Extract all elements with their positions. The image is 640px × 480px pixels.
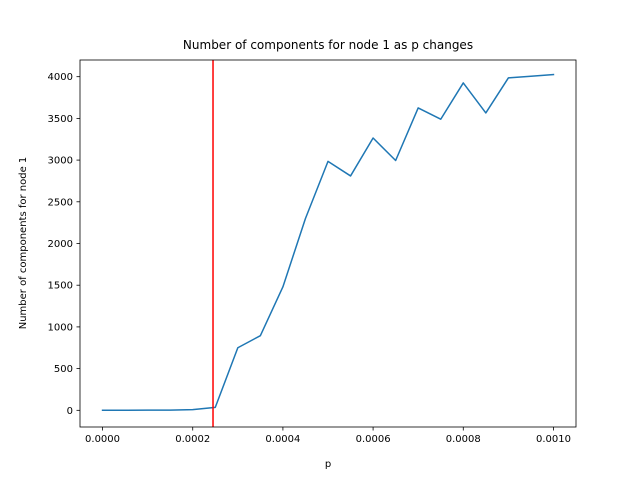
y-tick-label: 3000 bbox=[48, 156, 73, 167]
x-axis-label: p bbox=[325, 459, 331, 470]
y-tick-label: 2500 bbox=[48, 197, 73, 208]
x-tick-label: 0.0004 bbox=[265, 434, 300, 445]
axes: 0.0000 0.0002 0.0004 0.0006 0.0008 0.0010 0 500… bbox=[48, 59, 577, 445]
y-tick-label: 1000 bbox=[48, 322, 73, 333]
x-tick-label: 0.0010 bbox=[536, 434, 571, 445]
x-tick-label: 0.0002 bbox=[175, 434, 210, 445]
y-tick-label: 1500 bbox=[48, 281, 73, 292]
y-tick-label: 3500 bbox=[48, 114, 73, 125]
x-tick-label: 0.0008 bbox=[446, 434, 481, 445]
y-tick-label: 500 bbox=[54, 364, 73, 375]
x-tick-label: 0.0000 bbox=[85, 434, 120, 445]
y-tick-label: 2000 bbox=[48, 239, 73, 250]
plot-area bbox=[101, 60, 555, 427]
y-tick-label: 4000 bbox=[48, 72, 73, 83]
y-tick-label: 0 bbox=[67, 406, 73, 417]
series-line-0 bbox=[101, 73, 555, 411]
chart-title: Number of components for node 1 as p cha… bbox=[183, 38, 473, 52]
x-tick-label: 0.0006 bbox=[356, 434, 391, 445]
y-axis-label: Number of components for node 1 bbox=[18, 157, 29, 330]
